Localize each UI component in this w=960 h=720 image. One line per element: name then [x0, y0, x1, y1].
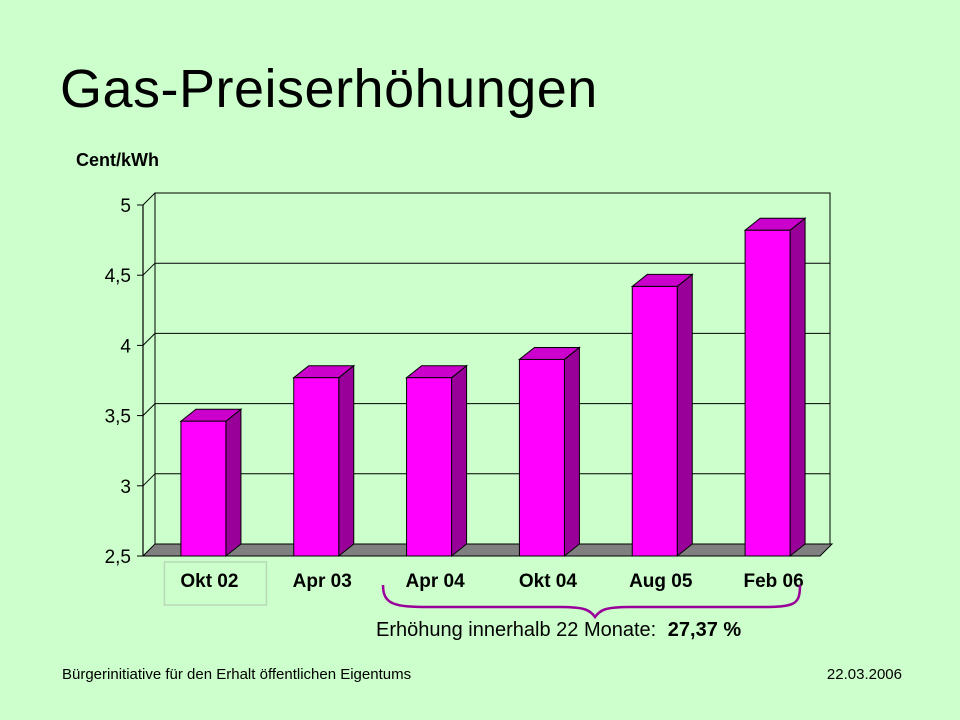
bar-side: [225, 408, 242, 558]
footer-date: 22.03.2006: [826, 666, 902, 683]
x-category-label: Okt 02: [180, 571, 238, 592]
curly-brace: [381, 584, 802, 620]
y-tick-label: 5: [120, 196, 131, 217]
x-axis-labels: Okt 02 Apr 03 Apr 04 Okt 04 Aug 05 Feb 06: [163, 561, 804, 606]
footer-organization: Bürgerinitiative für den Erhalt öffentli…: [62, 666, 412, 683]
grid-diagonal: [142, 403, 156, 416]
bar: [630, 273, 694, 558]
chart-back-wall: [154, 192, 831, 545]
increase-label: Erhöhung innerhalb 22 Monate:: [376, 619, 657, 641]
bar-front: [744, 229, 791, 557]
y-tick-label: 4: [120, 336, 131, 357]
page-title: Gas-Preiserhöhungen: [60, 59, 598, 119]
grid-diagonal: [142, 333, 156, 346]
x-category-label: Aug 05: [629, 571, 693, 592]
bar-front: [406, 377, 453, 557]
grid-diagonal: [142, 192, 156, 206]
y-axis: 2,5 3 3,5 4 4,5 5: [105, 196, 144, 568]
chart-floor: [141, 543, 834, 557]
bar: [292, 364, 356, 558]
grid-diagonal: [142, 473, 156, 487]
y-tick-label: 3: [120, 477, 131, 498]
grid-diagonal: [142, 262, 156, 276]
bar-side: [789, 217, 806, 558]
bar-front: [631, 285, 678, 557]
category-highlight-box: [163, 561, 268, 606]
bar: [517, 346, 581, 558]
y-axis-unit-label: Cent/kWh: [76, 150, 159, 170]
chart-grid: [142, 192, 831, 545]
increase-value: 27,37 %: [667, 619, 742, 641]
bar-side: [338, 364, 355, 558]
y-tick-label: 3,5: [105, 407, 131, 428]
bar: [743, 217, 807, 558]
chart-bars: [179, 217, 807, 558]
x-category-label: Feb 06: [743, 571, 803, 592]
bar-front: [518, 358, 565, 557]
y-tick-label: 4,5: [105, 266, 131, 287]
x-category-label: Okt 04: [519, 571, 578, 592]
increase-annotation: Erhöhung innerhalb 22 Monate: 27,37 %: [376, 619, 741, 642]
bar: [179, 408, 243, 558]
bar: [405, 364, 469, 558]
bar-chart: 2,5 3 3,5 4 4,5 5 Okt 02 Apr 03 Apr 04 Okt 04 Aug…: [105, 192, 834, 620]
bar-side: [451, 364, 468, 558]
x-category-label: Apr 04: [406, 571, 466, 592]
chart-floor-plane: [141, 543, 834, 557]
bar-front: [180, 420, 227, 557]
bar-side: [563, 346, 580, 558]
y-tick-label: 2,5: [105, 547, 131, 568]
bar-side: [676, 273, 693, 558]
bar-front: [293, 377, 340, 557]
x-category-label: Apr 03: [293, 571, 352, 592]
